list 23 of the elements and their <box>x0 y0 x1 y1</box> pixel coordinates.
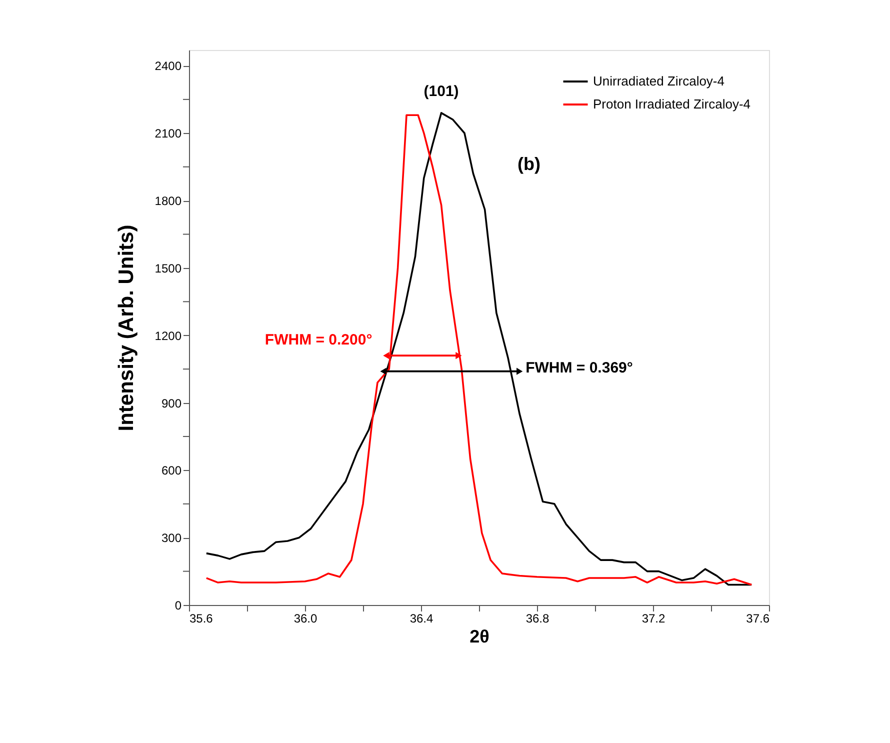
legend-label: Unirradiated Zircaloy-4 <box>593 74 724 88</box>
annotation: FWHM = 0.200° <box>264 332 372 349</box>
y-tick-label: 0 <box>174 598 182 612</box>
x-tick-label: 37.2 <box>642 612 666 626</box>
x-tick-label: 35.6 <box>190 612 214 626</box>
x-tick-label: 36.4 <box>410 612 434 626</box>
y-axis-title: Intensity (Arb. Units) <box>114 224 138 432</box>
y-tick-label: 2400 <box>154 59 182 74</box>
annotation: FWHM = 0.369° <box>526 359 633 376</box>
x-tick-label: 36.0 <box>294 612 318 626</box>
y-tick-label: 1500 <box>154 261 182 276</box>
y-tick-label: 1800 <box>154 194 182 208</box>
annotation: (b) <box>518 154 540 174</box>
y-tick-label: 300 <box>161 531 182 546</box>
x-tick-label: 37.6 <box>746 612 770 626</box>
y-tick-label: 900 <box>161 396 182 410</box>
legend-label: Proton Irradiated Zircaloy-4 <box>593 96 751 112</box>
y-tick-label: 1200 <box>154 328 182 343</box>
annotation: (101) <box>424 82 459 100</box>
y-tick-label: 600 <box>161 464 182 478</box>
x-tick-label: 36.8 <box>526 612 550 626</box>
y-tick-label: 2100 <box>154 126 182 141</box>
x-axis-title: 2θ <box>470 626 490 646</box>
